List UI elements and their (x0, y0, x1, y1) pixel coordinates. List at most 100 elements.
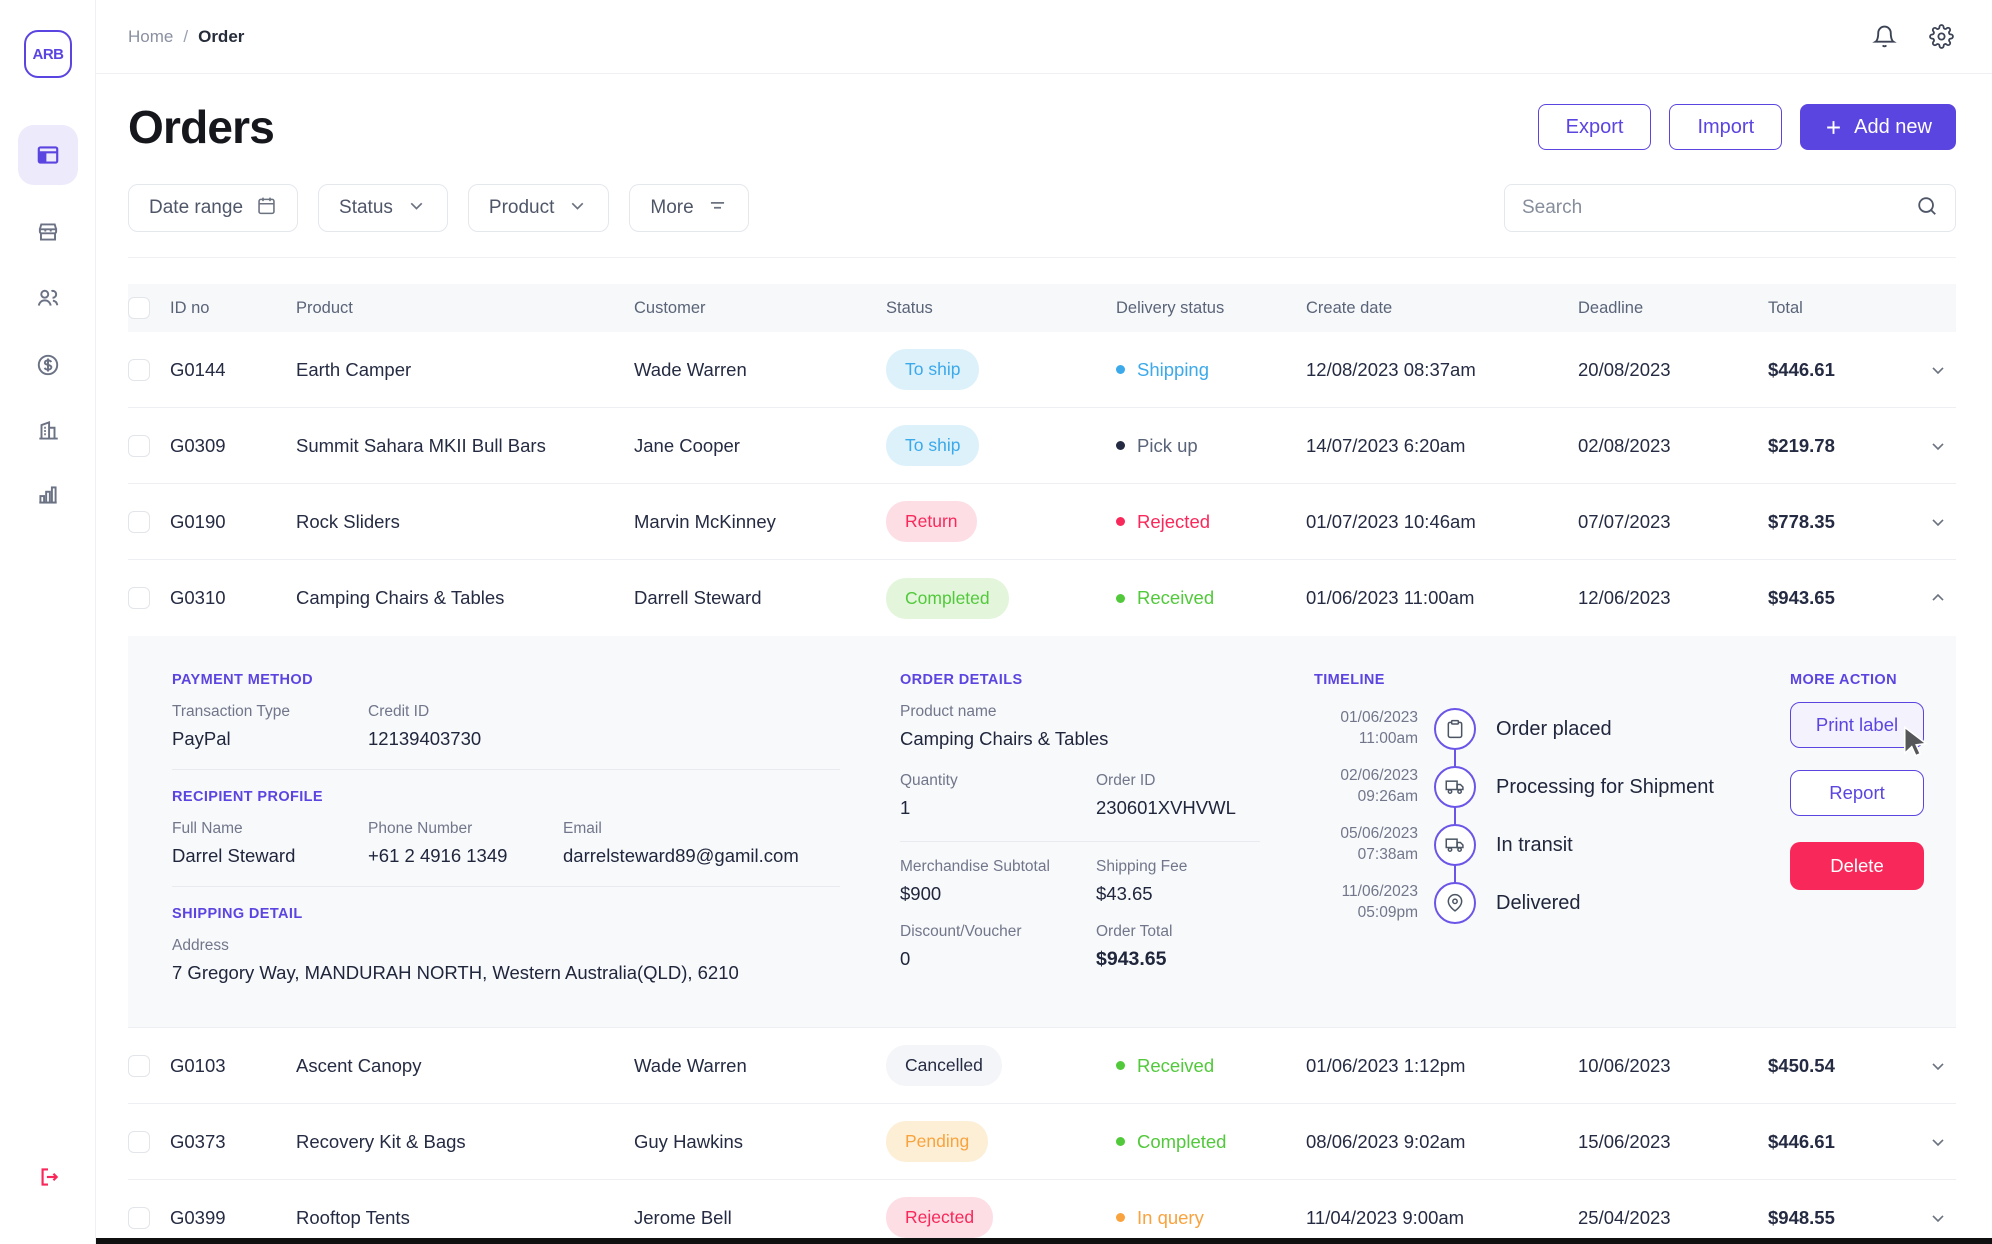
row-checkbox[interactable] (128, 434, 150, 457)
status-badge: Completed (886, 577, 1009, 619)
col-status[interactable]: Status (886, 298, 933, 317)
timeline-date: 01/06/2023 (1340, 709, 1418, 727)
delivery-status: Shipping (1116, 359, 1306, 381)
delivery-status: In query (1116, 1207, 1306, 1229)
expand-chevron-icon[interactable] (1928, 512, 1948, 532)
timeline-date: 05/06/2023 (1340, 825, 1418, 843)
recipient-profile-heading: RECIPIENT PROFILE (172, 789, 324, 805)
phone-label: Phone Number (368, 820, 473, 837)
cell-total: $948.55 (1768, 1206, 1835, 1228)
col-customer[interactable]: Customer (634, 298, 706, 317)
dollar-coin-icon (35, 352, 61, 378)
status-filter[interactable]: Status (318, 184, 448, 232)
sidebar-item-logout[interactable] (35, 1164, 61, 1190)
delivery-status: Received (1116, 1055, 1306, 1077)
expand-chevron-icon[interactable] (1928, 1132, 1948, 1152)
timeline-step: 01/06/2023 11:00am Order placed (1314, 700, 1754, 758)
truck-icon (1434, 766, 1476, 808)
truck-icon (1434, 824, 1476, 866)
page-title: Orders (128, 101, 275, 153)
expand-chevron-icon[interactable] (1928, 1056, 1948, 1076)
delivery-dot (1116, 441, 1125, 450)
app-logo-text: ARB (32, 45, 65, 63)
row-checkbox[interactable] (128, 1130, 150, 1153)
row-checkbox[interactable] (128, 1054, 150, 1077)
breadcrumb: Home / Order (128, 27, 244, 47)
col-total[interactable]: Total (1768, 298, 1803, 317)
add-new-button[interactable]: Add new (1800, 104, 1956, 150)
delete-button[interactable]: Delete (1790, 842, 1924, 890)
col-delivery[interactable]: Delivery status (1116, 298, 1225, 317)
delivery-dot (1116, 1213, 1125, 1222)
status-filter-label: Status (339, 197, 393, 218)
export-button[interactable]: Export (1537, 104, 1652, 150)
cell-customer: Wade Warren (634, 358, 747, 380)
product-name-label: Product name (900, 703, 997, 720)
order-id-label: Order ID (1096, 772, 1156, 789)
date-range-filter[interactable]: Date range (128, 184, 299, 232)
col-deadline[interactable]: Deadline (1578, 298, 1644, 317)
select-all-checkbox[interactable] (128, 297, 150, 319)
table-row[interactable]: G0103 Ascent Canopy Wade Warren Cancelle… (128, 1028, 1956, 1104)
cell-deadline: 02/08/2023 (1578, 434, 1671, 456)
row-checkbox[interactable] (128, 1206, 150, 1229)
clipboard-icon (1434, 708, 1476, 750)
table-row-expanded[interactable]: G0310 Camping Chairs & Tables Darrell St… (128, 560, 1956, 636)
divider (172, 886, 840, 887)
table-row[interactable]: G0399 Rooftop Tents Jerome Bell Rejected… (128, 1180, 1956, 1244)
status-badge: Return (886, 501, 977, 542)
notification-bell-icon[interactable] (1872, 24, 1897, 49)
shipping-fee-value: $43.65 (1096, 883, 1153, 904)
more-filters-button[interactable]: More (629, 184, 749, 232)
search-input[interactable] (1522, 197, 1906, 219)
quantity-label: Quantity (900, 772, 958, 789)
row-checkbox[interactable] (128, 587, 150, 609)
address-label: Address (172, 937, 229, 954)
col-product[interactable]: Product (296, 298, 353, 317)
cell-create-date: 01/06/2023 11:00am (1306, 587, 1475, 608)
table-row[interactable]: G0309 Summit Sahara MKII Bull Bars Jane … (128, 408, 1956, 484)
sidebar-item-payments[interactable] (35, 352, 61, 378)
cell-total: $446.61 (1768, 358, 1835, 380)
app-logo[interactable]: ARB (24, 30, 72, 78)
status-badge: To ship (886, 349, 980, 390)
breadcrumb-home[interactable]: Home (128, 26, 174, 46)
expand-chevron-icon[interactable] (1928, 360, 1948, 380)
delivery-status: Completed (1116, 1131, 1306, 1153)
settings-gear-icon[interactable] (1929, 24, 1954, 49)
row-checkbox[interactable] (128, 510, 150, 533)
table-row[interactable]: G0144 Earth Camper Wade Warren To ship S… (128, 332, 1956, 408)
table-row[interactable]: G0190 Rock Sliders Marvin McKinney Retur… (128, 484, 1956, 560)
shipping-fee-label: Shipping Fee (1096, 858, 1188, 875)
cell-product: Ascent Canopy (296, 1054, 422, 1076)
sidebar-item-store[interactable] (35, 219, 61, 245)
product-filter[interactable]: Product (467, 184, 610, 232)
cell-product: Summit Sahara MKII Bull Bars (296, 434, 546, 456)
credit-id-label: Credit ID (368, 703, 430, 720)
cell-deadline: 15/06/2023 (1578, 1130, 1671, 1152)
breadcrumb-current: Order (198, 26, 245, 46)
col-create[interactable]: Create date (1306, 298, 1393, 317)
dashboard-icon (35, 142, 61, 168)
sidebar-item-company[interactable] (35, 418, 61, 444)
phone-value: +61 2 4916 1349 (368, 845, 508, 866)
print-label-button[interactable]: Print label (1790, 702, 1924, 748)
breadcrumb-separator: / (183, 26, 189, 46)
expand-chevron-icon[interactable] (1928, 436, 1948, 456)
sidebar-item-orders[interactable] (18, 125, 78, 185)
collapse-chevron-icon[interactable] (1928, 588, 1948, 608)
sidebar-item-analytics[interactable] (35, 482, 61, 508)
sidebar-item-customers[interactable] (35, 285, 61, 311)
cell-total: $450.54 (1768, 1054, 1835, 1076)
transaction-type-label: Transaction Type (172, 703, 291, 720)
import-button[interactable]: Import (1669, 104, 1783, 150)
report-button[interactable]: Report (1790, 770, 1924, 816)
expand-chevron-icon[interactable] (1928, 1208, 1948, 1228)
search-icon[interactable] (1916, 195, 1938, 222)
col-id[interactable]: ID no (170, 298, 210, 317)
status-badge: Rejected (886, 1197, 994, 1238)
divider (128, 257, 1956, 258)
row-checkbox[interactable] (128, 358, 150, 381)
order-total-label: Order Total (1096, 923, 1173, 940)
table-row[interactable]: G0373 Recovery Kit & Bags Guy Hawkins Pe… (128, 1104, 1956, 1180)
